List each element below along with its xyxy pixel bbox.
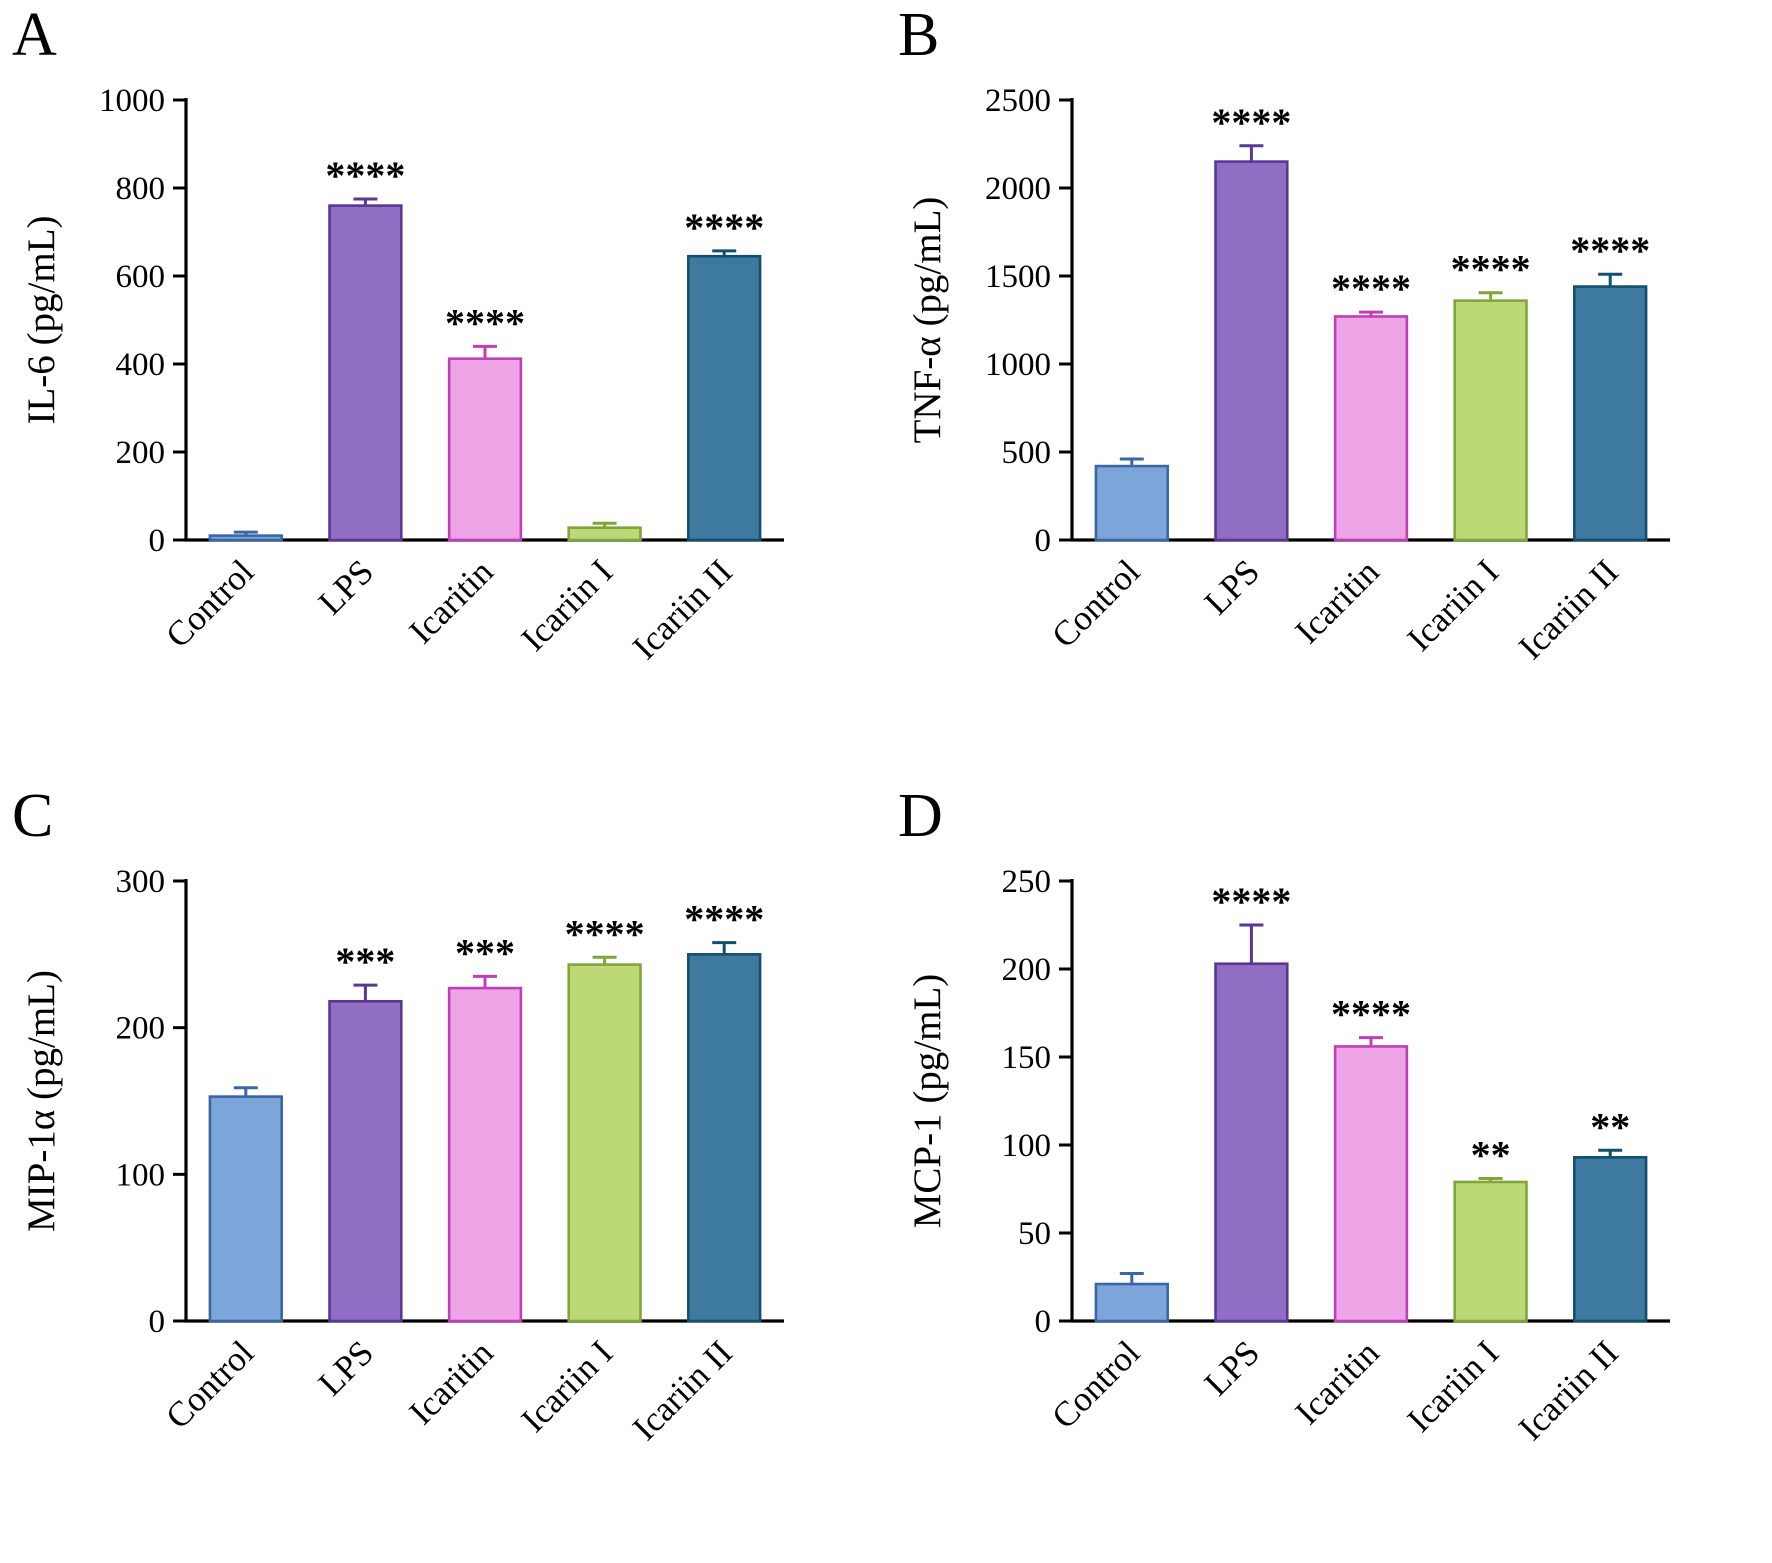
panel-d-label: D <box>898 782 943 850</box>
x-tick-label: Icariin II <box>625 552 740 667</box>
y-tick-label: 200 <box>116 1011 166 1047</box>
y-tick-label: 100 <box>116 1157 166 1193</box>
significance-stars: **** <box>1331 992 1411 1037</box>
panel-c-label: C <box>12 782 54 850</box>
x-tick-label: Icaritin <box>1288 552 1387 651</box>
bar <box>1573 285 1648 542</box>
y-tick-label: 300 <box>116 864 166 900</box>
significance-stars: **** <box>325 153 405 198</box>
y-tick-label: 250 <box>1002 864 1052 900</box>
x-tick-label: Control <box>158 552 261 655</box>
x-tick-label: Icariin I <box>1400 552 1507 659</box>
bar <box>1094 464 1169 542</box>
significance-stars: **** <box>1211 879 1291 924</box>
il6-bar-chart: 0 200 400 600 800 1000 IL-6 (pg/mL) Control ****… <box>20 83 784 667</box>
y-tick-label: 800 <box>116 171 166 207</box>
panel-b: B 0 500 1000 1500 2000 2500 TNF-α (pg/mL) Contr… <box>886 0 1772 781</box>
x-tick-label: Control <box>158 1333 261 1436</box>
bar <box>328 999 403 1323</box>
x-tick-label: Icariin II <box>1511 1333 1626 1448</box>
x-tick-label: Icariin I <box>514 1333 621 1440</box>
x-tick-label: LPS <box>311 1333 381 1403</box>
y-tick-label: 2000 <box>985 171 1051 207</box>
y-tick-label: 0 <box>1035 1304 1052 1340</box>
bar <box>687 254 762 542</box>
significance-stars: **** <box>1570 228 1650 273</box>
panel-d-chart-wrap: 0 50 100 150 200 250 MCP-1 (pg/mL) Control **** L… <box>900 823 1730 1554</box>
x-tick-label: Icariin I <box>514 552 621 659</box>
y-tick-label: 0 <box>149 523 166 559</box>
bar <box>328 204 403 542</box>
y-axis-title: MCP-1 (pg/mL) <box>906 974 949 1229</box>
panel-b-chart-wrap: 0 500 1000 1500 2000 2500 TNF-α (pg/mL) Control… <box>900 42 1730 773</box>
y-tick-label: 1500 <box>985 259 1051 295</box>
y-tick-label: 500 <box>1002 435 1052 471</box>
x-tick-label: Icaritin <box>402 1333 501 1432</box>
panel-d: D 0 50 100 150 200 250 MCP-1 (pg/mL) Control ***… <box>886 781 1772 1563</box>
significance-stars: **** <box>1331 266 1411 311</box>
x-tick-label: LPS <box>1197 552 1267 622</box>
bar <box>208 534 283 542</box>
x-tick-label: Control <box>1044 552 1147 655</box>
y-tick-label: 200 <box>1002 952 1052 988</box>
panel-c: C 0 100 200 300 MIP-1α (pg/mL) Control *** LPS *… <box>0 781 886 1563</box>
y-tick-label: 2500 <box>985 83 1051 119</box>
x-tick-label: Icaritin <box>1288 1333 1387 1432</box>
y-axis-title: MIP-1α (pg/mL) <box>20 970 63 1232</box>
y-tick-label: 1000 <box>99 83 165 119</box>
significance-stars: **** <box>684 205 764 250</box>
x-tick-label: LPS <box>311 552 381 622</box>
bar <box>1333 1045 1409 1323</box>
bar <box>1333 315 1409 542</box>
bar <box>447 357 523 542</box>
panel-a-chart-wrap: 0 200 400 600 800 1000 IL-6 (pg/mL) Control ****… <box>14 42 844 773</box>
significance-stars: *** <box>455 930 515 975</box>
x-tick-label: Icaritin <box>402 552 501 651</box>
x-tick-label: Control <box>1044 1333 1147 1436</box>
x-tick-label: Icariin II <box>625 1333 740 1448</box>
x-tick-label: Icariin II <box>1511 552 1626 667</box>
bar <box>1453 299 1528 542</box>
bar <box>1453 1180 1528 1323</box>
significance-stars: **** <box>1211 100 1291 145</box>
bar <box>1214 962 1289 1323</box>
y-tick-label: 50 <box>1018 1216 1051 1252</box>
panel-c-chart-wrap: 0 100 200 300 MIP-1α (pg/mL) Control *** LPS ***… <box>14 823 844 1554</box>
significance-stars: *** <box>335 939 395 984</box>
x-tick-label: LPS <box>1197 1333 1267 1403</box>
bar <box>208 1095 283 1323</box>
y-tick-label: 150 <box>1002 1040 1052 1076</box>
panel-a-label: A <box>12 1 57 69</box>
y-axis-title: IL-6 (pg/mL) <box>20 215 63 424</box>
significance-stars: **** <box>445 300 525 345</box>
significance-stars: **** <box>1451 247 1531 292</box>
bar <box>1573 1156 1648 1323</box>
panel-b-label: B <box>898 1 940 69</box>
bar <box>1214 160 1289 542</box>
significance-stars: **** <box>565 911 645 956</box>
y-tick-label: 100 <box>1002 1128 1052 1164</box>
bar <box>567 526 642 542</box>
mip1-alpha-bar-chart: 0 100 200 300 MIP-1α (pg/mL) Control *** LPS ***… <box>20 864 784 1448</box>
significance-stars: ** <box>1590 1104 1630 1149</box>
x-tick-label: Icariin I <box>1400 1333 1507 1440</box>
significance-stars: ** <box>1471 1132 1511 1177</box>
bar <box>687 953 762 1323</box>
significance-stars: **** <box>684 897 764 942</box>
bar <box>567 963 642 1323</box>
y-tick-label: 600 <box>116 259 166 295</box>
y-tick-label: 400 <box>116 347 166 383</box>
y-tick-label: 0 <box>1035 523 1052 559</box>
y-axis-title: TNF-α (pg/mL) <box>906 197 949 444</box>
tnf-alpha-bar-chart: 0 500 1000 1500 2000 2500 TNF-α (pg/mL) Control… <box>906 83 1670 667</box>
y-tick-label: 200 <box>116 435 166 471</box>
bar <box>447 986 523 1323</box>
panel-a: A 0 200 400 600 800 1000 IL-6 (pg/mL) Control **… <box>0 0 886 781</box>
y-tick-label: 1000 <box>985 347 1051 383</box>
bar <box>1094 1282 1169 1323</box>
y-tick-label: 0 <box>149 1304 166 1340</box>
